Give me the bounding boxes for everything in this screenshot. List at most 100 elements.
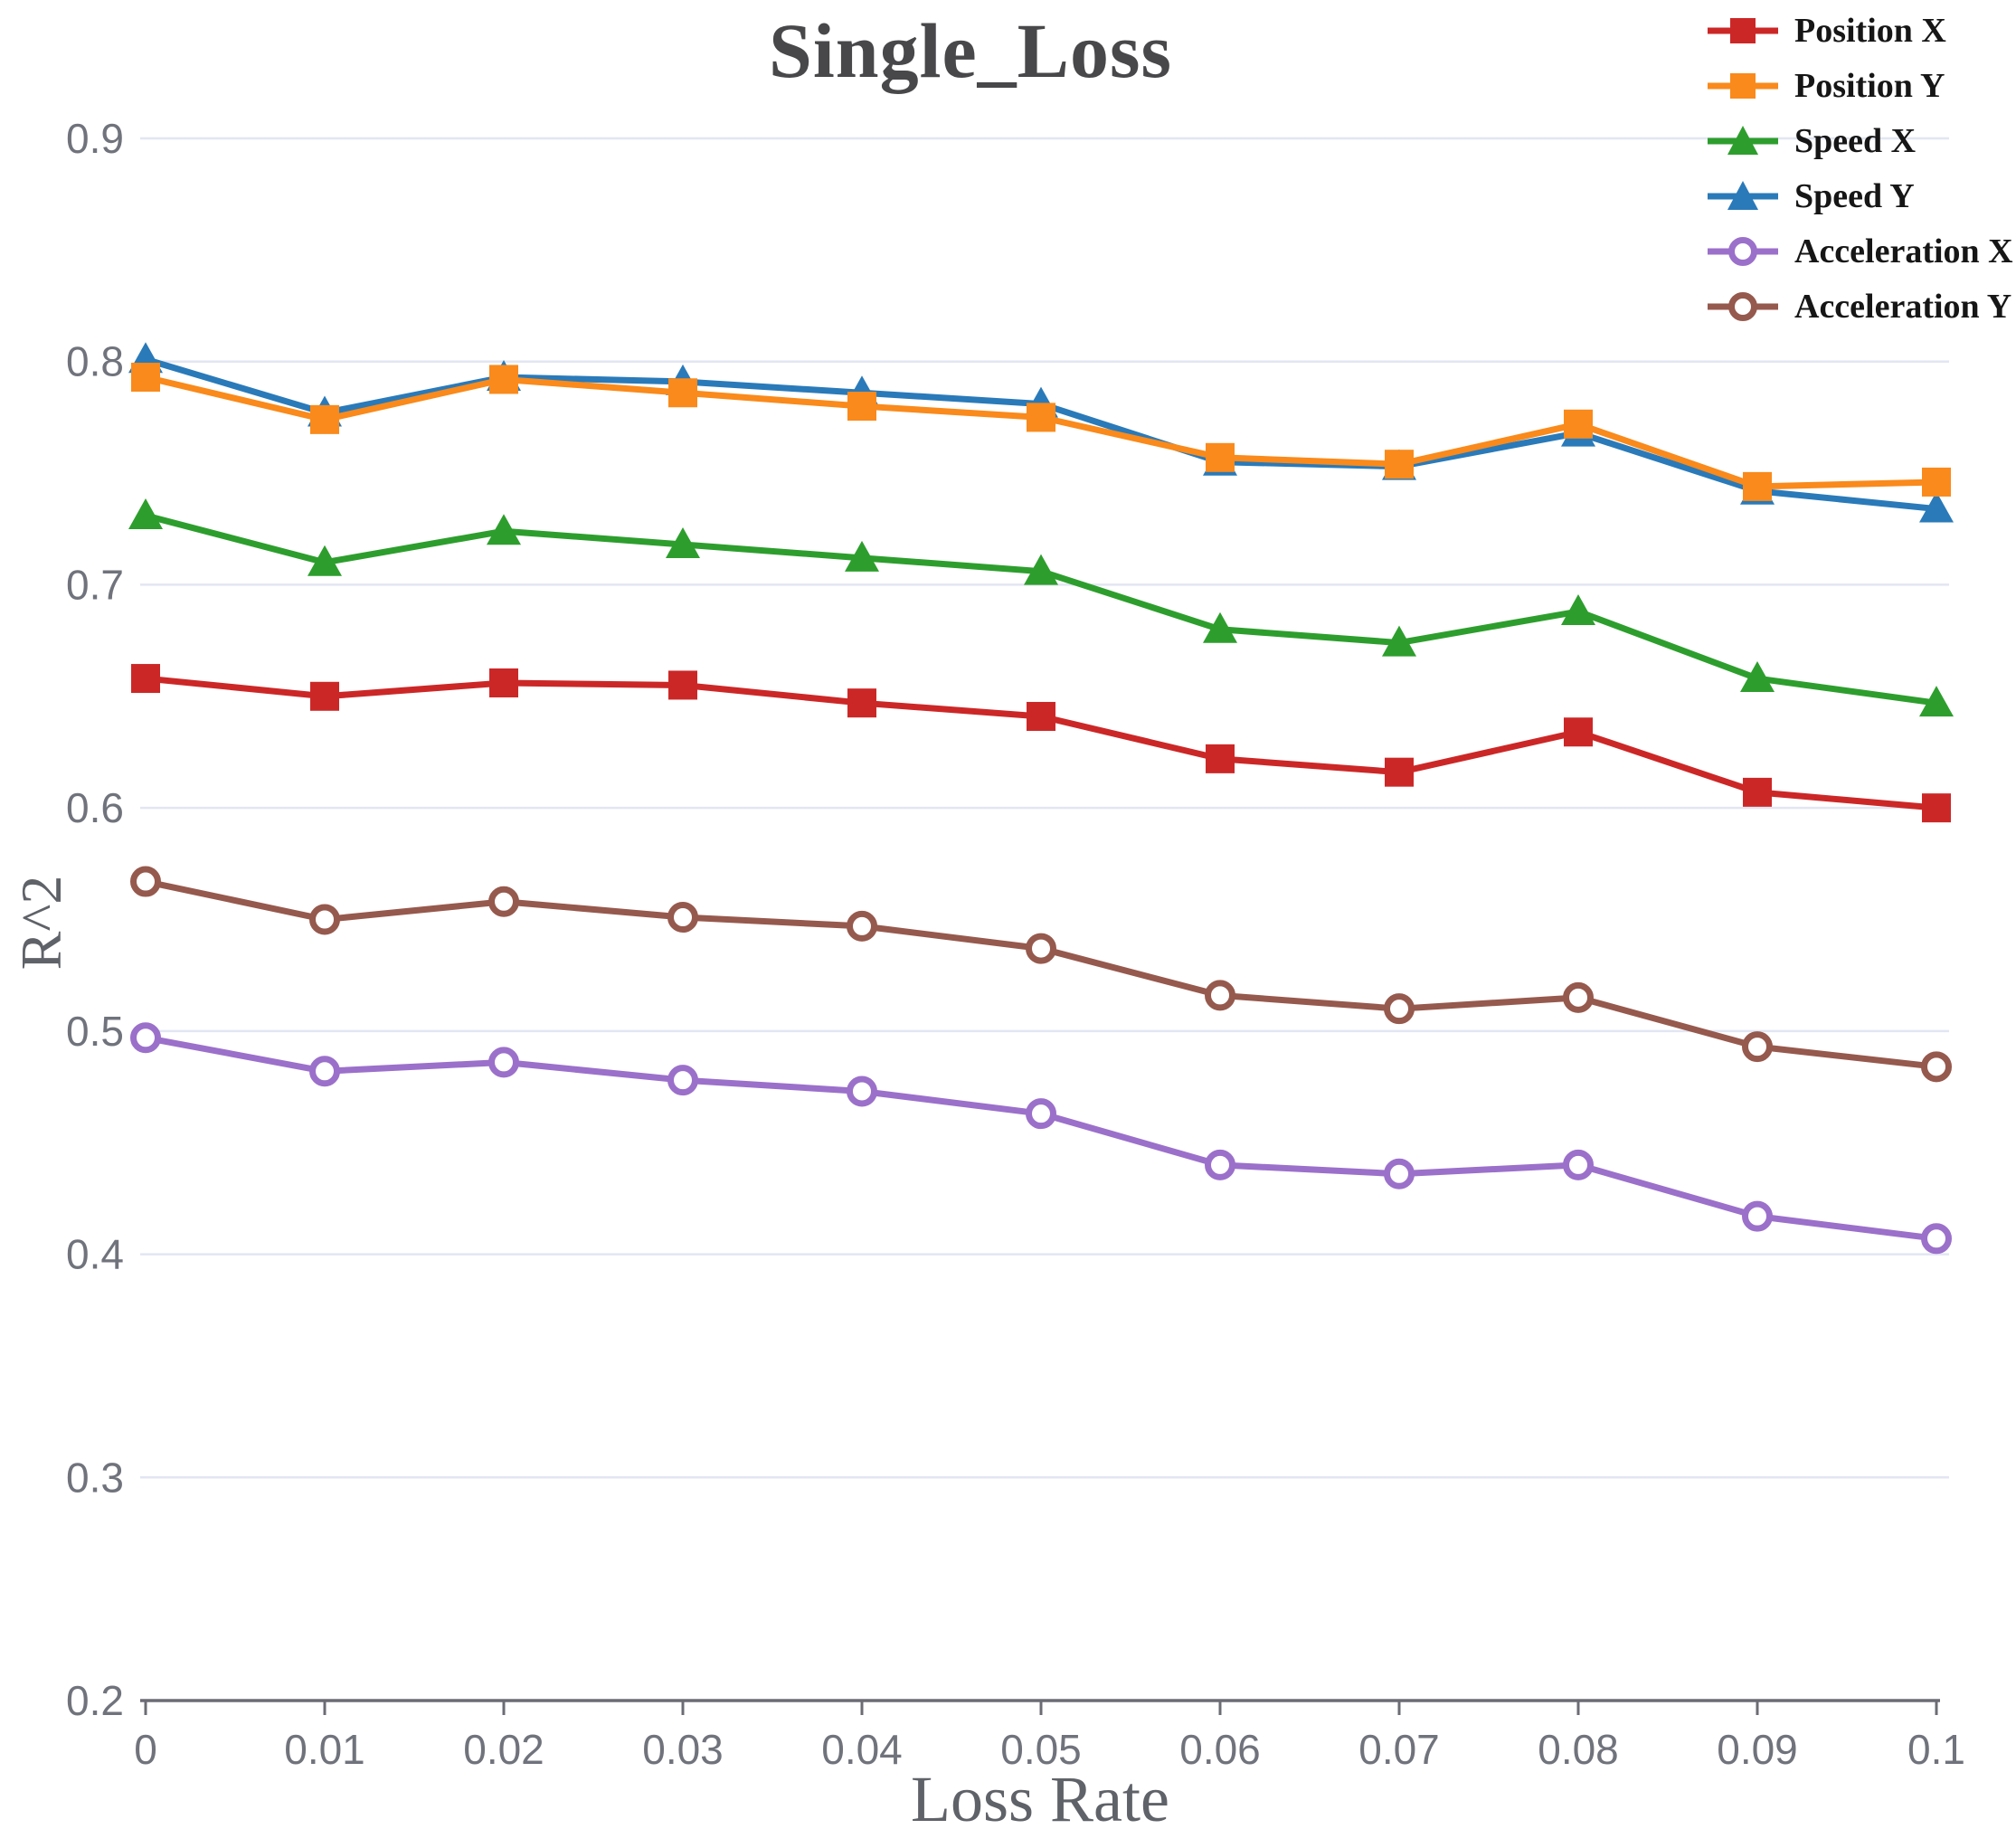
series-marker-circle-open — [667, 902, 698, 933]
y-tick-label: 0.6 — [66, 784, 124, 831]
y-axis-title: R^2 — [9, 875, 73, 971]
series-marker-triangle — [845, 540, 879, 572]
y-tick-label: 0.7 — [66, 561, 124, 608]
x-tick-label: 0.06 — [1179, 1726, 1261, 1773]
series-line — [142, 675, 1940, 811]
series-marker-circle-open — [1921, 1051, 1952, 1083]
series-marker-circle-open — [1026, 1098, 1056, 1130]
legend-item-speed-y[interactable]: Speed Y — [1706, 175, 2013, 218]
series-marker-circle-open — [130, 866, 161, 897]
series-speed-x — [128, 498, 1954, 717]
series-marker-circle-open — [1921, 1223, 1952, 1255]
series-marker-circle-open — [1026, 933, 1056, 964]
series-marker-circle-open — [847, 910, 877, 942]
series-marker-square — [131, 664, 160, 694]
legend-item-label: Position X — [1794, 12, 1946, 50]
series-marker-triangle — [1024, 554, 1058, 585]
series-marker-square — [1564, 717, 1593, 747]
series-marker-square — [668, 670, 697, 700]
legend: Position X Position Y Speed X Speed Y Accele… — [1706, 9, 2013, 340]
series-marker-circle-open — [1384, 1158, 1415, 1189]
series-marker-square — [1922, 793, 1951, 823]
series-marker-square — [1206, 744, 1235, 773]
series-marker-circle-open — [1742, 1031, 1773, 1063]
x-tick-label: 0.05 — [1000, 1726, 1082, 1773]
y-tick-label: 0.5 — [66, 1008, 124, 1055]
square-legend-icon — [1708, 18, 1778, 43]
series-marker-circle-open — [488, 886, 519, 917]
legend-item-acceleration-x[interactable]: Acceleration X — [1706, 230, 2013, 273]
legend-item-label: Acceleration X — [1794, 232, 2013, 270]
series-marker-square — [1743, 471, 1772, 501]
y-tick-label: 0.2 — [66, 1677, 124, 1724]
series-marker-square — [131, 362, 160, 392]
y-tick-label: 0.3 — [66, 1454, 124, 1501]
series-marker-triangle — [1382, 625, 1416, 657]
y-tick-label: 0.8 — [66, 338, 124, 385]
series-marker-square — [1564, 409, 1593, 439]
series-marker-circle-open — [1205, 1149, 1235, 1180]
series-marker-circle-open — [847, 1076, 877, 1107]
series-acceleration-x — [130, 1022, 1952, 1255]
series-marker-triangle — [666, 527, 700, 559]
series-marker-square — [1743, 777, 1772, 807]
series-marker-triangle — [1740, 661, 1775, 693]
x-tick-label: 0 — [134, 1726, 157, 1773]
legend-item-label: Speed Y — [1794, 177, 1915, 215]
series-marker-circle-open — [667, 1065, 698, 1096]
series-marker-triangle — [1561, 594, 1595, 626]
series-marker-circle-open — [130, 1022, 161, 1054]
series-marker-square — [489, 668, 518, 697]
x-tick-label: 0.07 — [1358, 1726, 1440, 1773]
series-marker-circle-open — [1563, 1149, 1594, 1180]
circle-open-legend-icon — [1708, 237, 1778, 266]
triangle-legend-icon — [1708, 181, 1778, 210]
series-marker-circle-open — [1205, 980, 1235, 1011]
series-line — [142, 512, 1940, 706]
chart-title: Single_Loss — [769, 7, 1172, 94]
legend-item-acceleration-y[interactable]: Acceleration Y — [1706, 285, 2013, 328]
series-line — [142, 1034, 1940, 1242]
series-marker-triangle — [1919, 491, 1954, 523]
series-marker-triangle — [128, 498, 163, 529]
square-legend-icon — [1708, 73, 1778, 99]
series-marker-circle-open — [309, 1056, 340, 1087]
series-marker-square — [1385, 450, 1414, 479]
x-tick-label: 0.1 — [1907, 1726, 1965, 1773]
series-position-x — [131, 664, 1951, 823]
series-line — [142, 878, 1940, 1070]
series-speed-y — [128, 342, 1954, 523]
legend-item-position-x[interactable]: Position X — [1706, 9, 2013, 52]
x-tick-label: 0.04 — [821, 1726, 903, 1773]
legend-item-position-y[interactable]: Position Y — [1706, 64, 2013, 108]
series-marker-square — [668, 378, 697, 408]
legend-item-label: Acceleration Y — [1794, 288, 2012, 326]
x-axis-title: Loss Rate — [911, 1763, 1169, 1835]
series-marker-triangle — [1203, 611, 1237, 643]
circle-open-legend-icon — [1708, 292, 1778, 321]
legend-item-speed-x[interactable]: Speed X — [1706, 119, 2013, 163]
series-position-y — [131, 362, 1951, 501]
series-marker-square — [310, 681, 339, 711]
series-marker-circle-open — [309, 904, 340, 935]
series-marker-square — [310, 404, 339, 434]
series-marker-triangle — [487, 514, 521, 545]
series-marker-circle-open — [1384, 993, 1415, 1025]
series-marker-square — [847, 392, 876, 422]
x-tick-label: 0.09 — [1717, 1726, 1798, 1773]
series-marker-square — [1922, 467, 1951, 497]
legend-item-label: Position Y — [1794, 67, 1945, 105]
x-tick-label: 0.08 — [1538, 1726, 1619, 1773]
x-tick-label: 0.03 — [642, 1726, 724, 1773]
series-marker-square — [1027, 701, 1055, 731]
x-tick-label: 0.01 — [284, 1726, 365, 1773]
x-tick-label: 0.02 — [463, 1726, 544, 1773]
series-marker-circle-open — [1742, 1200, 1773, 1232]
y-tick-label: 0.9 — [66, 115, 124, 162]
legend-item-label: Speed X — [1794, 122, 1917, 160]
series-marker-triangle — [1919, 686, 1954, 717]
series-marker-square — [489, 365, 518, 394]
y-tick-label: 0.4 — [66, 1231, 124, 1278]
triangle-legend-icon — [1708, 126, 1778, 155]
